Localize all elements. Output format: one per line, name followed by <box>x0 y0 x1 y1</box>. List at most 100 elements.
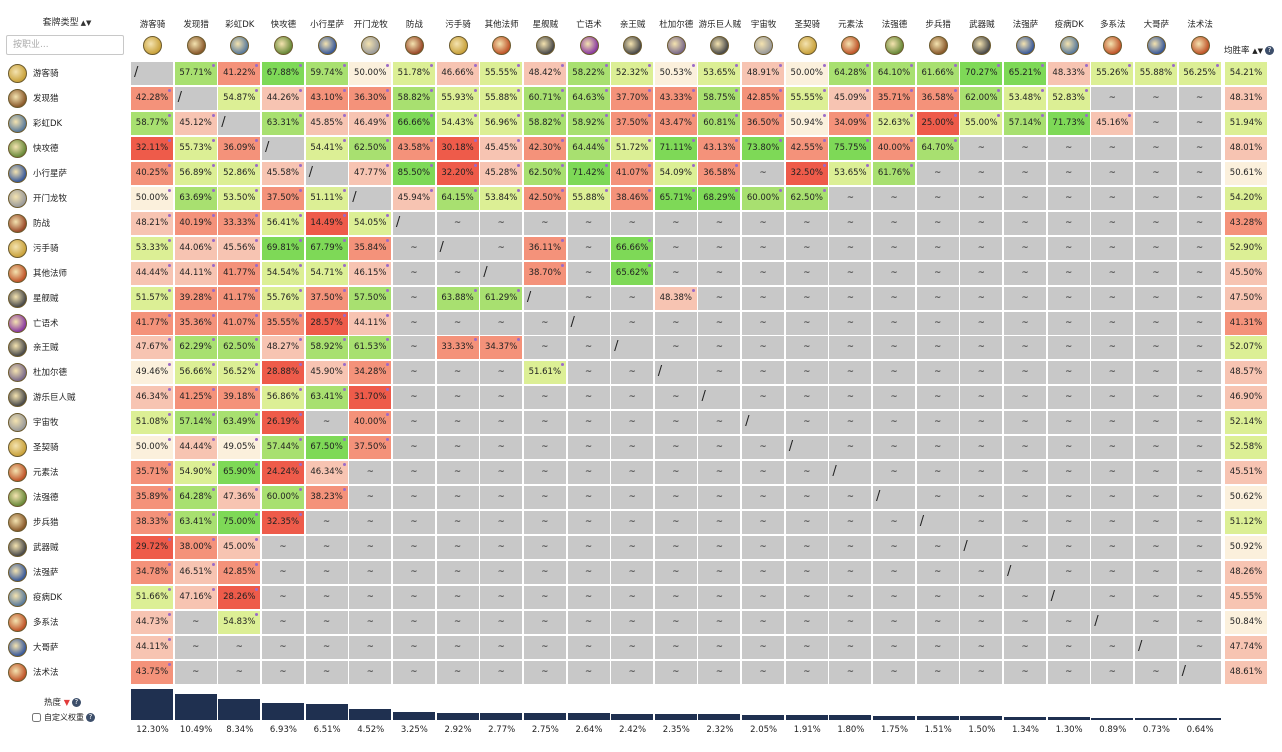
matchup-cell[interactable]: ~ <box>960 261 1003 285</box>
matchup-cell[interactable]: ~ <box>567 286 610 310</box>
matchup-cell[interactable]: ~ <box>654 336 697 360</box>
matchup-cell[interactable]: 30.18% <box>436 136 479 160</box>
matchup-cell[interactable]: ~ <box>611 211 654 235</box>
matchup-cell[interactable]: ~ <box>698 311 741 335</box>
matchup-cell[interactable]: 44.26% <box>261 86 304 110</box>
matchup-cell[interactable]: ~ <box>873 361 916 385</box>
matchup-cell[interactable]: ~ <box>1178 461 1221 485</box>
matchup-cell[interactable]: ~ <box>1134 186 1177 210</box>
matchup-cell[interactable]: 40.19% <box>174 211 217 235</box>
matchup-cell[interactable]: ~ <box>654 411 697 435</box>
matchup-cell[interactable]: ~ <box>873 261 916 285</box>
matchup-cell[interactable]: 38.33% <box>131 511 173 535</box>
matchup-cell[interactable]: 55.00% <box>960 111 1003 135</box>
matchup-cell[interactable]: 54.87% <box>218 86 261 110</box>
matchup-cell[interactable]: 24.24% <box>261 461 304 485</box>
matchup-cell[interactable]: ~ <box>611 461 654 485</box>
matchup-cell[interactable]: ~ <box>829 361 872 385</box>
matchup-cell[interactable]: ~ <box>1004 286 1046 310</box>
matchup-cell[interactable]: / <box>916 511 959 535</box>
matchup-cell[interactable]: ~ <box>742 461 785 485</box>
matchup-cell[interactable]: ~ <box>698 610 741 634</box>
matchup-cell[interactable]: ~ <box>392 461 435 485</box>
matchup-cell[interactable]: / <box>436 236 479 260</box>
matchup-cell[interactable]: ~ <box>785 211 828 235</box>
matchup-cell[interactable]: ~ <box>1134 211 1177 235</box>
matchup-cell[interactable]: ~ <box>1178 635 1221 659</box>
matchup-cell[interactable]: ~ <box>1178 261 1221 285</box>
popularity-sort-header[interactable]: 热度 ▼? <box>44 696 81 708</box>
matchup-cell[interactable]: ~ <box>829 561 872 584</box>
matchup-cell[interactable]: 37.70% <box>611 86 654 110</box>
matchup-cell[interactable]: ~ <box>305 511 348 535</box>
matchup-cell[interactable]: 53.65% <box>698 62 741 85</box>
matchup-cell[interactable]: 50.94% <box>785 111 828 135</box>
matchup-cell[interactable]: ~ <box>829 211 872 235</box>
matchup-cell[interactable]: ~ <box>742 211 785 235</box>
matchup-cell[interactable]: ~ <box>1004 610 1046 634</box>
matchup-cell[interactable]: ~ <box>1178 286 1221 310</box>
matchup-cell[interactable]: ~ <box>305 411 348 435</box>
matchup-cell[interactable]: 54.90% <box>174 461 217 485</box>
matchup-cell[interactable]: ~ <box>349 635 392 659</box>
matchup-cell[interactable]: / <box>1134 635 1177 659</box>
matchup-cell[interactable]: 29.72% <box>131 536 173 560</box>
matchup-cell[interactable]: 64.44% <box>567 136 610 160</box>
matchup-cell[interactable]: ~ <box>1178 111 1221 135</box>
matchup-cell[interactable]: ~ <box>1178 386 1221 410</box>
matchup-cell[interactable]: ~ <box>742 311 785 335</box>
matchup-cell[interactable]: ~ <box>392 236 435 260</box>
matchup-cell[interactable]: 62.50% <box>785 186 828 210</box>
matchup-cell[interactable]: 66.66% <box>392 111 435 135</box>
column-header[interactable]: 亡语术 <box>576 20 602 30</box>
matchup-cell[interactable]: ~ <box>873 660 916 684</box>
matchup-cell[interactable]: ~ <box>392 336 435 360</box>
matchup-cell[interactable]: ~ <box>829 261 872 285</box>
matchup-cell[interactable]: / <box>218 111 261 135</box>
matchup-cell[interactable]: 43.58% <box>392 136 435 160</box>
matchup-cell[interactable]: ~ <box>1091 86 1134 110</box>
matchup-cell[interactable]: ~ <box>1091 136 1134 160</box>
matchup-cell[interactable]: ~ <box>1134 136 1177 160</box>
matchup-cell[interactable]: ~ <box>785 336 828 360</box>
matchup-cell[interactable]: 28.88% <box>261 361 304 385</box>
matchup-cell[interactable]: ~ <box>960 186 1003 210</box>
matchup-cell[interactable]: 53.48% <box>1004 86 1046 110</box>
matchup-cell[interactable]: ~ <box>654 536 697 560</box>
row-header[interactable]: 游客骑 <box>33 69 59 79</box>
matchup-cell[interactable]: / <box>480 261 523 285</box>
matchup-cell[interactable]: ~ <box>523 610 566 634</box>
matchup-cell[interactable]: ~ <box>1004 585 1046 609</box>
matchup-cell[interactable]: 57.14% <box>1004 111 1046 135</box>
matchup-cell[interactable]: ~ <box>742 660 785 684</box>
matchup-cell[interactable]: / <box>873 486 916 510</box>
row-header[interactable]: 法术法 <box>33 667 59 678</box>
matchup-cell[interactable]: ~ <box>1134 236 1177 260</box>
column-header[interactable]: 亲王贼 <box>619 20 646 30</box>
matchup-cell[interactable]: ~ <box>480 660 523 684</box>
matchup-cell[interactable]: ~ <box>916 411 959 435</box>
matchup-cell[interactable]: ~ <box>218 660 261 684</box>
matchup-cell[interactable]: ~ <box>436 436 479 460</box>
custom-weight-checkbox[interactable] <box>32 713 41 722</box>
matchup-cell[interactable]: 58.82% <box>392 86 435 110</box>
matchup-cell[interactable]: ~ <box>916 261 959 285</box>
matchup-cell[interactable]: ~ <box>960 610 1003 634</box>
matchup-cell[interactable]: 64.10% <box>873 62 916 85</box>
matchup-cell[interactable]: ~ <box>742 561 785 584</box>
row-header[interactable]: 污手骑 <box>33 243 59 254</box>
matchup-cell[interactable]: ~ <box>654 610 697 634</box>
matchup-cell[interactable]: ~ <box>1047 411 1090 435</box>
matchup-cell[interactable]: ~ <box>392 486 435 510</box>
row-header[interactable]: 彩虹DK <box>33 118 63 129</box>
matchup-cell[interactable]: ~ <box>785 610 828 634</box>
matchup-cell[interactable]: ~ <box>1134 261 1177 285</box>
matchup-cell[interactable]: 45.45% <box>480 136 523 160</box>
matchup-cell[interactable]: ~ <box>698 511 741 535</box>
matchup-cell[interactable]: 56.96% <box>480 111 523 135</box>
matchup-cell[interactable]: ~ <box>742 585 785 609</box>
matchup-cell[interactable]: ~ <box>1134 336 1177 360</box>
matchup-cell[interactable]: 52.83% <box>1047 86 1090 110</box>
matchup-cell[interactable]: 41.17% <box>218 286 261 310</box>
matchup-cell[interactable]: 45.94% <box>392 186 435 210</box>
